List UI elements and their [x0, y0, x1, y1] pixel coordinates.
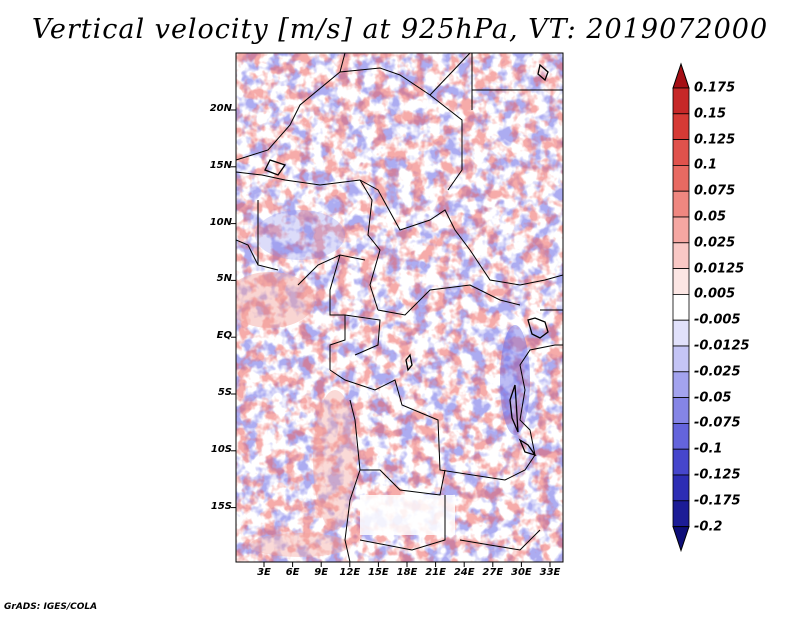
colorbar-label: 0.175	[694, 80, 736, 96]
x-axis-label: 6E	[285, 567, 300, 578]
x-axis-label: 30E	[511, 567, 532, 578]
colorbar	[672, 62, 690, 553]
colorbar-label: -0.125	[694, 467, 741, 483]
colorbar-label: -0.2	[694, 519, 723, 535]
y-axis-label: EQ	[216, 330, 232, 342]
colorbar-segment	[672, 397, 690, 424]
colorbar-segment	[672, 345, 690, 373]
colorbar-segment	[672, 448, 690, 476]
colorbar-segment	[672, 113, 690, 141]
lakes	[264, 63, 549, 457]
colorbar-label: 0.025	[694, 235, 736, 251]
colorbar-segment	[672, 500, 690, 527]
vertical-velocity-field	[236, 53, 563, 562]
colorbar-segment	[672, 190, 690, 218]
colorbar-label: -0.05	[694, 390, 732, 406]
x-axis-label: 21E	[425, 567, 446, 578]
colorbar-top-arrow	[672, 62, 690, 89]
x-axis-label: 9E	[314, 567, 329, 578]
map-title: Vertical velocity [m/s] at 925hPa, VT: 2…	[31, 14, 769, 45]
colorbar-segment	[672, 293, 690, 321]
y-axis-label: 20N	[209, 103, 232, 114]
colorbar-segment	[672, 87, 690, 115]
colorbar-label: 0.15	[694, 106, 727, 122]
x-axis-label: 18E	[396, 567, 418, 578]
colorbar-label: -0.075	[694, 415, 741, 431]
colorbar-segment	[672, 319, 690, 347]
y-axis-label: 5N	[216, 273, 232, 285]
colorbar-label: 0.0125	[694, 261, 745, 277]
colorbar-label: -0.175	[694, 493, 741, 509]
colorbar-segment	[672, 268, 690, 295]
x-axis-label: 3E	[257, 567, 271, 578]
colorbar-label: -0.1	[694, 441, 723, 457]
x-axis-label: 15E	[368, 567, 389, 578]
y-axis-label: 15S	[210, 500, 232, 512]
x-axis-label: 24E	[453, 567, 475, 578]
colorbar-label: 0.075	[694, 183, 736, 199]
colorbar-label: 0.125	[694, 132, 736, 148]
grads-credit: GrADS: IGES/COLA	[4, 602, 98, 612]
country-borders	[236, 53, 563, 562]
x-axis-label: 27E	[482, 567, 504, 578]
x-axis-label: 33E	[539, 567, 561, 578]
y-axis-label: 15N	[209, 159, 232, 171]
y-axis-label: 5S	[217, 387, 232, 398]
colorbar-segment	[672, 139, 690, 166]
colorbar-label: -0.0125	[694, 338, 750, 354]
colorbar-segment	[672, 474, 690, 502]
colorbar-segment	[672, 422, 690, 450]
colorbar-label: 0.1	[694, 157, 718, 173]
colorbar-label: -0.025	[694, 364, 741, 380]
colorbar-label: -0.005	[694, 312, 741, 328]
colorbar-label: 0.005	[694, 286, 736, 302]
map-frame	[235, 52, 564, 563]
y-axis-label: 10S	[210, 443, 232, 455]
colorbar-segment	[672, 216, 690, 244]
colorbar-segment	[672, 371, 690, 398]
y-axis-label: 10N	[209, 216, 232, 228]
colorbar-segment	[672, 242, 690, 270]
x-axis-label: 12E	[339, 567, 361, 578]
colorbar-label: 0.05	[694, 209, 727, 225]
colorbar-segment	[672, 164, 690, 192]
colorbar-bottom-arrow	[672, 526, 690, 553]
